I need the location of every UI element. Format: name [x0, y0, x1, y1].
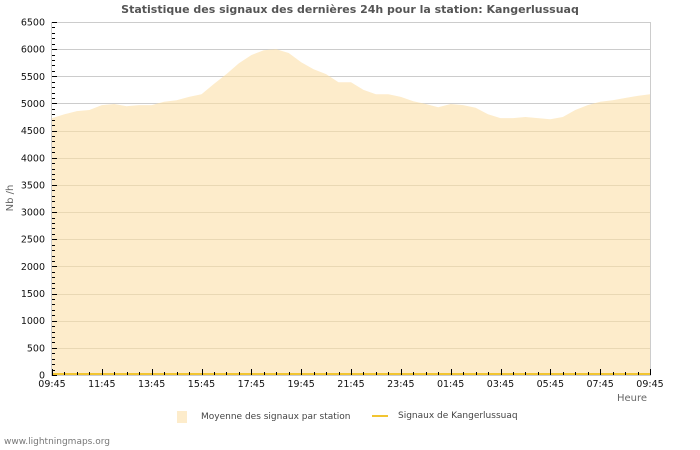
y-tick-label: 5500	[21, 72, 45, 83]
x-tick-label: 01:45	[437, 379, 464, 390]
x-tick-label: 09:45	[38, 379, 65, 390]
x-tick-label: 21:45	[337, 379, 364, 390]
y-tick-label: 6500	[21, 18, 45, 29]
x-tick-label: 07:45	[586, 379, 613, 390]
x-tick-label: 19:45	[287, 379, 314, 390]
legend-item-average[interactable]: Moyenne des signaux par station	[177, 411, 351, 423]
y-tick-label: 2000	[21, 262, 45, 273]
x-tick-label: 23:45	[387, 379, 414, 390]
x-tick-label: 09:45	[636, 379, 663, 390]
legend-label-station: Signaux de Kangerlussuaq	[398, 411, 518, 421]
legend: Moyenne des signaux par station Signaux …	[0, 411, 700, 427]
x-axis-title: Heure	[617, 393, 647, 404]
y-tick-label: 4000	[21, 153, 45, 164]
y-tick-label: 3500	[21, 180, 45, 191]
y-tick-label: 0	[39, 371, 45, 382]
y-tick-label: 1500	[21, 289, 45, 300]
chart-title: Statistique des signaux des dernières 24…	[121, 3, 579, 16]
y-axis-title: Nb /h	[5, 185, 16, 212]
axes	[51, 22, 651, 376]
x-tick-label: 17:45	[238, 379, 265, 390]
legend-label-average: Moyenne des signaux par station	[201, 412, 351, 422]
y-tick-label: 1000	[21, 316, 45, 327]
area-swatch-icon	[177, 411, 187, 423]
chart-plot: 0 500 1000 1500 2000 2500 3000 3500 4000 4500 5000…	[5, 18, 664, 405]
y-tick-label: 6000	[21, 45, 45, 56]
y-axis-labels: 0 500 1000 1500 2000 2500 3000 3500 4000 4500 5000…	[21, 18, 45, 382]
footer-credit: www.lightningmaps.org	[4, 437, 110, 447]
x-axis-labels: 09:45 11:45 13:45 15:45 17:45 19:45 21:45 23:45…	[38, 379, 663, 390]
x-tick-label: 15:45	[188, 379, 215, 390]
x-tick-label: 11:45	[88, 379, 115, 390]
x-tick-label: 03:45	[487, 379, 514, 390]
x-tick-label: 05:45	[537, 379, 564, 390]
y-tick-label: 3000	[21, 208, 45, 219]
y-tick-label: 5000	[21, 99, 45, 110]
legend-item-station[interactable]: Signaux de Kangerlussuaq	[372, 411, 518, 421]
line-swatch-icon	[372, 415, 388, 417]
y-tick-label: 500	[27, 343, 45, 354]
x-tick-label: 13:45	[138, 379, 165, 390]
y-tick-label: 4500	[21, 126, 45, 137]
y-tick-label: 2500	[21, 235, 45, 246]
